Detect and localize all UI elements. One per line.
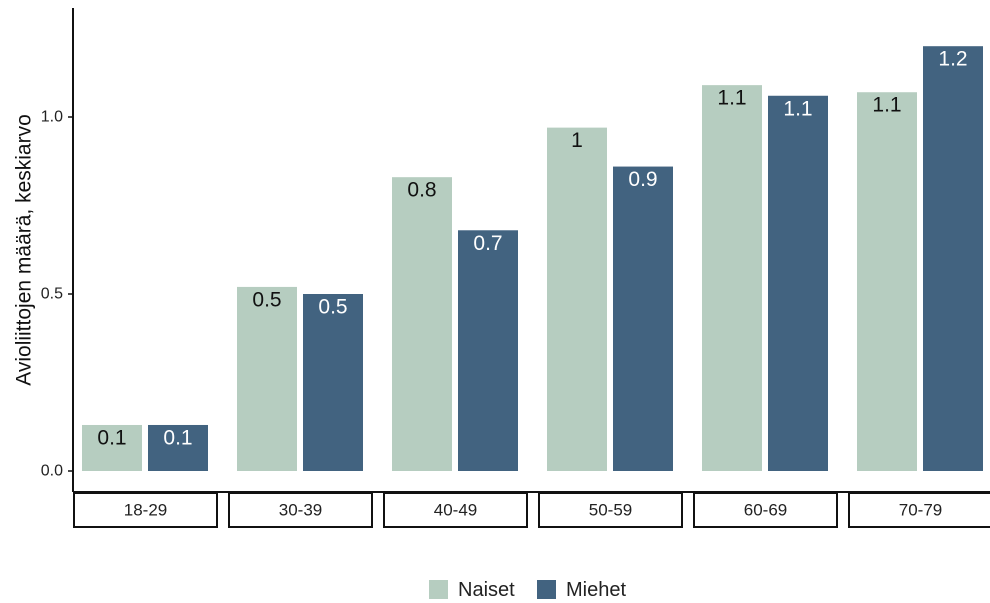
bar-naiset-50-59 <box>547 127 607 472</box>
bar-miehet-40-49 <box>458 230 518 471</box>
bar-value-label: 1.1 <box>783 97 812 120</box>
x-tick-label: 70-79 <box>899 501 942 520</box>
bar-value-label: 0.1 <box>163 426 192 449</box>
legend: Naiset Miehet <box>429 579 626 601</box>
category-box <box>848 492 990 528</box>
y-tick-label: 0.0 <box>41 463 63 480</box>
bar-naiset-60-69 <box>702 85 762 471</box>
bars: 0.1 0.1 0.5 0.5 0.8 0.7 1 0.9 1.1 1.1 1.1 1.2 <box>82 46 983 472</box>
category-labels: 18-29 30-39 40-49 50-59 60-69 70-79 <box>73 492 990 528</box>
legend-swatch-naiset <box>429 580 448 599</box>
x-tick-label: 18-29 <box>124 501 167 520</box>
bar-value-label: 0.7 <box>473 232 502 255</box>
bar-value-label: 0.1 <box>97 426 126 449</box>
bar-value-label: 0.9 <box>628 168 657 191</box>
x-tick-label: 40-49 <box>434 501 477 520</box>
bar-naiset-70-79 <box>857 92 917 471</box>
category-box <box>228 492 373 528</box>
category-box <box>538 492 683 528</box>
x-tick-label: 30-39 <box>279 501 322 520</box>
legend-swatch-miehet <box>537 580 556 599</box>
category-box <box>73 492 218 528</box>
bar-value-label: 1.1 <box>872 94 901 117</box>
legend-label-miehet: Miehet <box>566 579 626 601</box>
bar-naiset-40-49 <box>392 177 452 471</box>
bar-value-label: 0.5 <box>252 288 281 311</box>
bar-naiset-30-39 <box>237 286 297 471</box>
x-tick-label: 50-59 <box>589 501 632 520</box>
bar-miehet-50-59 <box>613 166 673 471</box>
category-box <box>693 492 838 528</box>
y-ticks: 0.0 0.5 1.0 <box>41 109 73 480</box>
y-axis-label: Avioliittojen määrä, keskiarvo <box>13 114 36 386</box>
y-tick-label: 0.5 <box>41 286 63 303</box>
bar-value-label: 1 <box>571 129 583 152</box>
bar-naiset-18-29 <box>82 424 142 471</box>
x-tick-label: 60-69 <box>744 501 787 520</box>
y-tick-label: 1.0 <box>41 109 63 126</box>
bar-miehet-30-39 <box>303 294 363 471</box>
legend-label-naiset: Naiset <box>458 579 515 601</box>
bar-value-label: 0.5 <box>318 296 347 319</box>
bar-miehet-70-79 <box>923 46 983 471</box>
bar-miehet-60-69 <box>768 95 828 471</box>
bar-value-label: 0.8 <box>407 179 436 202</box>
bar-value-label: 1.1 <box>717 87 746 110</box>
bar-value-label: 1.2 <box>938 48 967 71</box>
bar-miehet-18-29 <box>148 424 208 471</box>
category-box <box>383 492 528 528</box>
